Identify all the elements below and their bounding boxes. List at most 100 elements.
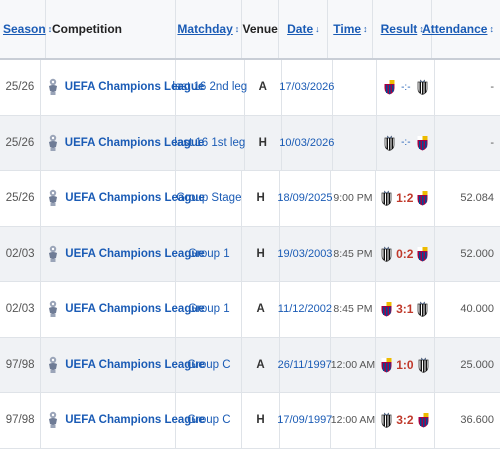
newcastle-crest-icon[interactable] <box>417 301 428 318</box>
season-value: 25/26 <box>5 192 35 205</box>
newcastle-crest-icon[interactable] <box>418 357 429 373</box>
venue-value: A <box>258 81 267 94</box>
score-link[interactable]: 1:0 <box>396 357 414 372</box>
date-link[interactable]: 18/09/2025 <box>277 192 333 205</box>
result-cell: 0:2 <box>376 226 435 281</box>
score-link[interactable]: 1:2 <box>396 191 414 206</box>
matchday-link[interactable]: last 16 1st leg <box>174 136 246 149</box>
attendance-value: 25.000 <box>460 358 495 371</box>
attendance-header-label[interactable]: Attendance <box>422 22 488 36</box>
attendance-value: - <box>490 136 495 149</box>
competition-link[interactable]: UEFA Champions League <box>64 136 205 149</box>
time-value: 9:00 PM <box>333 192 373 205</box>
score-link[interactable]: 0:2 <box>396 246 414 261</box>
competition-cell: UEFA Champions League <box>41 337 205 392</box>
barcelona-crest-icon[interactable] <box>417 246 428 262</box>
newcastle-crest-icon[interactable] <box>417 79 428 96</box>
result-cell: 1:0 <box>376 337 435 392</box>
date-cell: 18/09/2025 <box>277 171 333 226</box>
matchday-link[interactable]: Group 1 <box>188 247 230 260</box>
date-cell: 17/09/1997 <box>277 393 333 448</box>
matchday-header-label[interactable]: Matchday <box>177 22 233 36</box>
result-cell: -:- <box>377 60 436 115</box>
barcelona-crest-icon[interactable] <box>384 79 395 95</box>
competition-link[interactable]: UEFA Champions League <box>65 358 205 371</box>
matchday-link[interactable]: Group C <box>187 414 231 427</box>
date-link[interactable]: 11/12/2002 <box>277 303 333 316</box>
matchday-link[interactable]: Group 1 <box>188 303 230 316</box>
venue-value: H <box>258 136 267 149</box>
matchday-link[interactable]: Group Stage <box>176 192 242 205</box>
competition-link[interactable]: UEFA Champions League <box>65 303 205 316</box>
champions-league-trophy-icon[interactable] <box>47 411 59 429</box>
time-cell: 8:45 PM <box>331 226 377 281</box>
competition-link[interactable]: UEFA Champions League <box>64 81 205 94</box>
champions-league-trophy-icon[interactable] <box>47 134 59 152</box>
competition-link[interactable]: UEFA Champions League <box>65 192 205 205</box>
venue-value: H <box>256 247 265 260</box>
result-column-header[interactable]: Result ↕ <box>373 0 432 58</box>
sort-icon[interactable]: ↕ <box>489 24 494 34</box>
competition-cell: UEFA Champions League <box>41 226 205 281</box>
newcastle-crest-icon[interactable] <box>384 135 395 151</box>
competition-link[interactable]: UEFA Champions League <box>65 247 205 260</box>
date-link[interactable]: 17/03/2026 <box>279 81 335 94</box>
date-column-header[interactable]: Date ↓ <box>279 0 329 58</box>
newcastle-crest-icon[interactable] <box>381 246 392 262</box>
score-link[interactable]: -:- <box>401 81 411 93</box>
time-header-label[interactable]: Time <box>333 22 362 36</box>
matchday-cell: Group 1 <box>176 282 243 337</box>
matchday-link[interactable]: Group C <box>187 358 231 371</box>
score-link[interactable]: -:- <box>401 137 411 149</box>
competition-link[interactable]: UEFA Champions League <box>65 414 205 427</box>
champions-league-trophy-icon[interactable] <box>47 189 59 207</box>
date-link[interactable]: 19/03/2003 <box>277 247 333 260</box>
champions-league-trophy-icon[interactable] <box>47 245 59 263</box>
sort-icon[interactable]: ↕ <box>363 24 368 34</box>
competition-cell: UEFA Champions League <box>41 115 204 170</box>
time-value: 12:00 AM <box>330 414 376 427</box>
attendance-cell: 40.000 <box>435 282 500 337</box>
time-value: 8:45 PM <box>333 303 373 316</box>
sort-icon[interactable]: ↕ <box>47 24 53 34</box>
attendance-column-header[interactable]: Attendance ↕ <box>422 0 500 58</box>
barcelona-crest-icon[interactable] <box>381 301 392 317</box>
venue-cell: H <box>242 393 280 448</box>
matchday-link[interactable]: last 16 2nd leg <box>172 81 248 94</box>
attendance-value: 52.000 <box>460 247 494 260</box>
competition-cell: UEFA Champions League <box>41 393 205 448</box>
score-link[interactable]: 3:1 <box>396 302 414 317</box>
date-header-label[interactable]: Date <box>287 22 314 36</box>
matchday-column-header[interactable]: Matchday ↕ <box>176 0 242 58</box>
table-row: 02/03 UEFA Champions League Group 1 A 11/12/… <box>0 282 500 338</box>
season-value: 02/03 <box>5 303 35 316</box>
champions-league-trophy-icon[interactable] <box>47 300 59 318</box>
barcelona-crest-icon[interactable] <box>417 135 428 151</box>
barcelona-crest-icon[interactable] <box>418 412 429 428</box>
newcastle-crest-icon[interactable] <box>381 190 392 207</box>
barcelona-crest-icon[interactable] <box>417 190 428 206</box>
matchday-cell: last 16 1st leg <box>174 115 246 170</box>
time-cell <box>333 115 378 170</box>
champions-league-trophy-icon[interactable] <box>47 356 59 374</box>
table-row: 25/26 UEFA Champions League Group Stage H 18… <box>0 171 500 227</box>
result-header-label[interactable]: Result <box>380 22 418 36</box>
score-link[interactable]: 3:2 <box>396 413 414 428</box>
season-column-header[interactable]: Season ↕ <box>0 0 52 58</box>
venue-cell: H <box>242 171 280 226</box>
venue-value: H <box>256 192 265 205</box>
newcastle-crest-icon[interactable] <box>381 412 392 429</box>
champions-league-trophy-icon[interactable] <box>47 78 59 96</box>
matchday-cell: Group C <box>176 337 243 392</box>
sort-icon[interactable]: ↕ <box>419 24 424 34</box>
date-link[interactable]: 17/09/1997 <box>277 414 333 427</box>
venue-column-header: Venue <box>242 0 280 58</box>
season-header-label[interactable]: Season <box>3 22 46 36</box>
time-column-header[interactable]: Time ↕ <box>328 0 374 58</box>
date-link[interactable]: 26/11/1997 <box>277 358 332 371</box>
sort-icon[interactable]: ↕ <box>234 24 240 34</box>
date-link[interactable]: 10/03/2026 <box>279 136 335 149</box>
venue-header-label: Venue <box>242 22 278 36</box>
barcelona-crest-icon[interactable] <box>381 357 392 373</box>
sort-desc-icon[interactable]: ↓ <box>315 24 320 34</box>
